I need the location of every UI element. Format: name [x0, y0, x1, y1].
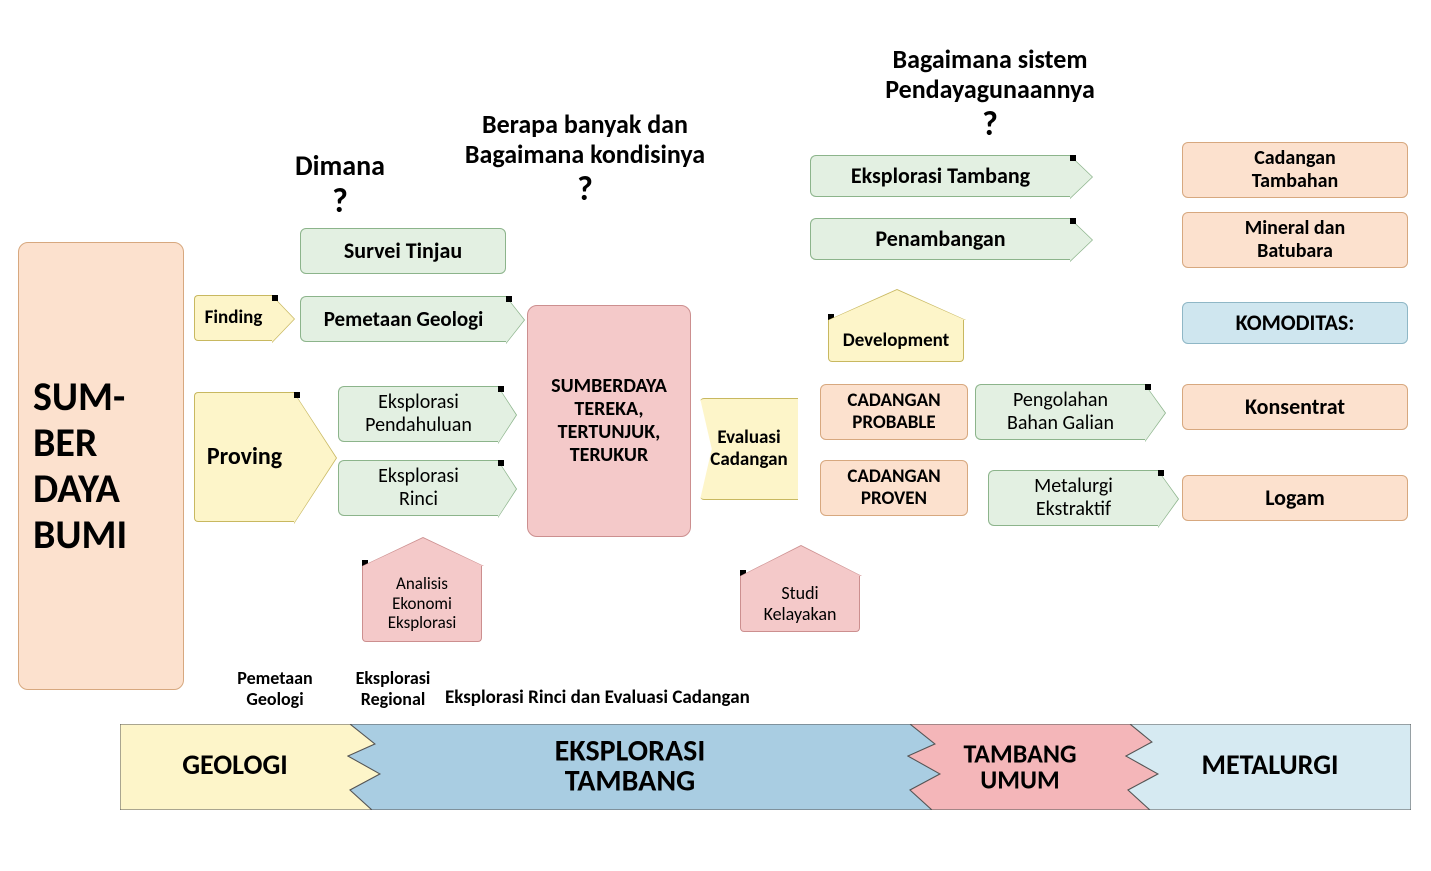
peach-minbat: Mineral danBatubara — [1182, 212, 1408, 268]
question-sistem: Bagaimana sistem Pendayagunaannya ? — [850, 45, 1130, 144]
peach-cad_tamb: CadanganTambahan — [1182, 142, 1408, 198]
green-eksp_rinci: EksplorasiRinci — [338, 460, 498, 516]
green-survei: Survei Tinjau — [300, 228, 506, 274]
peach-cad_prov: CADANGANPROVEN — [820, 460, 968, 516]
question-kondisi: Berapa banyak dan Bagaimana kondisinya ? — [445, 110, 725, 209]
green-pemetaan: Pemetaan Geologi — [300, 296, 506, 342]
komoditas-box: KOMODITAS: — [1182, 302, 1408, 344]
green-metalurgi: MetalurgiEkstraktif — [988, 470, 1158, 526]
timeline-label-geologi: GEOLOGI — [182, 747, 288, 782]
timeline-bar: GEOLOGI EKSPLORASITAMBANG TAMBANGUMUM METAL… — [120, 724, 1411, 810]
sublabel-sl1: PemetaanGeologi — [220, 668, 330, 709]
sublabel-sl2: EksplorasiRegional — [338, 668, 448, 709]
timeline-label-metal: METALURGI — [1201, 747, 1338, 782]
sumber-daya-bumi-box: SUM-BERDAYABUMI — [18, 242, 184, 690]
timeline-label-tambumum: TAMBANGUMUM — [963, 737, 1076, 795]
yellow-finding: Finding — [194, 295, 272, 341]
sumberdaya-levels-box: SUMBERDAYATEREKA,TERTUNJUK,TERUKUR — [527, 305, 691, 537]
green-penambangan: Penambangan — [810, 218, 1070, 260]
green-eksp_tamb: Eksplorasi Tambang — [810, 155, 1070, 197]
question-dimana: Dimana ? — [200, 150, 480, 221]
peach-cad_prob: CADANGANPROBABLE — [820, 384, 968, 440]
yellowup-development: Development — [828, 320, 964, 362]
yellow-evaluasi: EvaluasiCadangan — [700, 398, 798, 500]
peach-logam: Logam — [1182, 475, 1408, 521]
pinkup-analisis: AnalisisEkonomiEksplorasi — [362, 566, 482, 642]
yellow-proving: Proving — [194, 392, 294, 522]
green-eksp_pend: EksplorasiPendahuluan — [338, 386, 498, 442]
green-pengolahan: PengolahanBahan Galian — [975, 384, 1145, 440]
timeline-label-eksptamb: EKSPLORASITAMBANG — [555, 733, 706, 800]
sublabel-sl3: Eksplorasi Rinci dan Evaluasi Cadangan — [445, 687, 895, 709]
peach-konsentrat: Konsentrat — [1182, 384, 1408, 430]
pinkup-studi: StudiKelayakan — [740, 576, 860, 632]
